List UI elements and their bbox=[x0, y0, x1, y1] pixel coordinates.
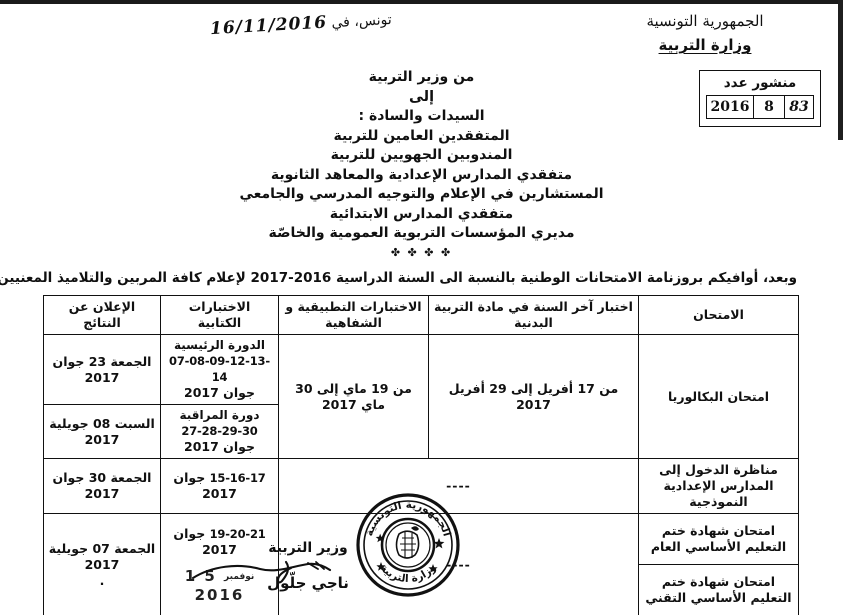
table-row: امتحان شهادة ختم التعليم الأساسي العام -… bbox=[43, 513, 799, 615]
header-written: الاختبارات الكتابية bbox=[160, 295, 279, 335]
written-session-month: جوان 2017 bbox=[173, 526, 237, 557]
cell-physical-education: ---- bbox=[278, 458, 639, 514]
handwritten-place-date: تونس، في 16/11/2016 bbox=[210, 9, 393, 39]
exam-schedule-table: الامتحان اختبار آخر السنة في مادة التربي… bbox=[43, 295, 799, 615]
table-row: امتحان شهادة ختم التعليم الأساسي التقني bbox=[44, 564, 799, 615]
circular-number-values: 2016 8 83 bbox=[706, 95, 814, 119]
recipient-line: متفقدي المدارس الابتدائية bbox=[329, 205, 514, 222]
ministry-title: وزارة التربية bbox=[658, 36, 752, 54]
header-exam: الامتحان bbox=[638, 295, 799, 335]
recipient-line: مديري المؤسسات التربوية العمومية والخاصّ… bbox=[268, 225, 575, 241]
cell-result-date: الجمعة 07 جويلية 2017 . bbox=[43, 513, 161, 615]
cell-exam-name: امتحان البكالوريا bbox=[638, 334, 799, 459]
written-session-dates: 07-08-09-12-13-14 bbox=[169, 354, 270, 384]
decorative-separator: ✤ ✤ ✤ ✤ bbox=[390, 245, 453, 259]
cell-written-session: دورة المراقبة 27-28-29-30 جوان 2017 bbox=[160, 404, 279, 459]
addressing-block: من وزير التربية إلى السيدات والسادة : ال… bbox=[0, 68, 843, 261]
salutation-line: السيدات والسادة : bbox=[358, 108, 485, 124]
signature-block: وزير التربية ناجي جلّول bbox=[191, 540, 398, 592]
circular-middle: 8 bbox=[754, 96, 785, 118]
scan-edge-right bbox=[838, 0, 843, 140]
cell-practical-oral: من 19 ماي إلى 30 ماي 2017 bbox=[278, 334, 429, 459]
cell-exam-name: مناظرة الدخول إلى المدارس الإعدادية النم… bbox=[638, 458, 799, 514]
handwritten-date-value: 16/11/2016 bbox=[209, 12, 328, 40]
header-results: الإعلان عن النتائج bbox=[43, 295, 161, 335]
cell-written-session: 15-16-17 جوان 2017 bbox=[160, 458, 279, 514]
cell-exam-name: امتحان شهادة ختم التعليم الأساسي التقني bbox=[638, 564, 799, 615]
written-session-month: جوان 2017 bbox=[184, 439, 255, 454]
written-session-dates: 27-28-29-30 bbox=[181, 424, 258, 438]
table-row: مناظرة الدخول إلى المدارس الإعدادية النم… bbox=[43, 458, 799, 514]
to-line: إلى bbox=[408, 88, 435, 105]
cell-physical-education: ---- bbox=[278, 513, 639, 615]
written-session-dates: 15-16-17 bbox=[209, 471, 266, 485]
written-session-label: دورة المراقبة bbox=[179, 408, 260, 422]
recipient-line: المندوبين الجهويين للتربية bbox=[330, 147, 513, 163]
circular-number-handwritten: 83 bbox=[789, 99, 809, 115]
cell-physical-education: من 17 أفريل إلى 29 أفريل 2017 bbox=[428, 334, 639, 459]
table-header-row: الامتحان اختبار آخر السنة في مادة التربي… bbox=[43, 295, 799, 335]
circular-number-label: منشور عدد bbox=[723, 75, 797, 91]
cell-result-date: الجمعة 23 جوان 2017 bbox=[43, 334, 161, 405]
circular-year: 2016 bbox=[707, 96, 754, 118]
recipient-line: المستشارين في الإعلام والتوجيه المدرسي و… bbox=[239, 186, 604, 202]
intro-paragraph: وبعد، أوافيكم بروزنامة الامتحانات الوطني… bbox=[0, 270, 797, 286]
header-practical-oral: الاختبارات التطبيقية و الشفاهية bbox=[278, 295, 429, 335]
cell-result-date: السبت 08 جويلية 2017 bbox=[43, 404, 161, 459]
recipient-line: متفقدي المدارس الإعدادية والمعاهد الثانو… bbox=[270, 166, 573, 183]
cell-exam-name: امتحان شهادة ختم التعليم الأساسي العام bbox=[638, 513, 799, 565]
scan-edge-top bbox=[0, 0, 843, 4]
table-row: دورة المراقبة 27-28-29-30 جوان 2017 السب… bbox=[43, 404, 799, 459]
from-line: من وزير التربية bbox=[368, 69, 475, 85]
written-session-month: جوان 2017 bbox=[184, 385, 255, 400]
header-physical-education: اختبار آخر السنة في مادة التربية البدنية bbox=[428, 295, 639, 335]
cell-result-date: الجمعة 30 جوان 2017 bbox=[43, 458, 161, 514]
table-row: امتحان البكالوريا من 17 أفريل إلى 29 أفر… bbox=[43, 334, 799, 459]
signature-role: وزير التربية bbox=[268, 540, 348, 556]
place-prefix: تونس، في bbox=[331, 11, 393, 32]
received-year: 2016 bbox=[194, 586, 245, 604]
result-date-value: الجمعة 07 جويلية 2017 bbox=[48, 540, 156, 572]
republic-title: الجمهورية التونسية bbox=[646, 12, 764, 30]
official-ministry-stamp-icon: الجمهورية التونسية وزارة التربية bbox=[356, 493, 460, 597]
written-session-month: جوان 2017 bbox=[173, 470, 237, 501]
written-session-label: الدورة الرئيسية bbox=[173, 338, 266, 352]
circular-number-box: منشور عدد 2016 8 83 bbox=[699, 70, 821, 127]
received-day: 1 5 bbox=[184, 567, 217, 585]
cell-written-session: الدورة الرئيسية 07-08-09-12-13-14 جوان 2… bbox=[160, 334, 279, 405]
recipient-line: المتفقدين العامين للتربية bbox=[333, 127, 510, 144]
signature-name: ناجي جلّول bbox=[267, 574, 349, 592]
written-session-dates: 19-20-21 bbox=[209, 527, 266, 541]
ink-dot: . bbox=[99, 572, 105, 588]
